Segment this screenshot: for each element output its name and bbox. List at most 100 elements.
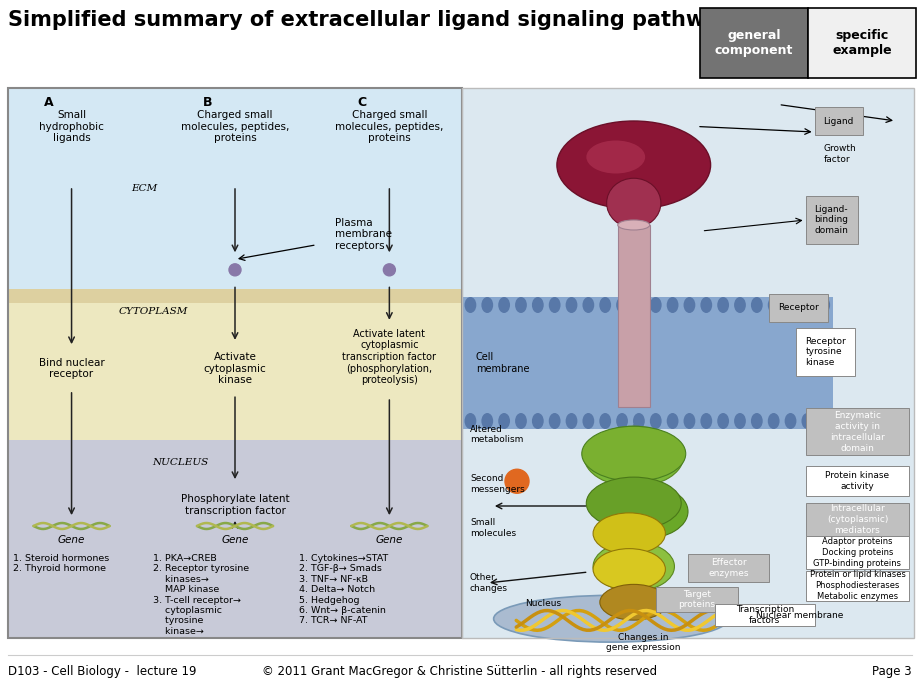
Ellipse shape bbox=[800, 413, 812, 429]
Ellipse shape bbox=[616, 413, 628, 429]
Bar bbox=[714, 604, 813, 626]
Bar bbox=[461, 297, 832, 429]
Bar bbox=[8, 289, 461, 303]
Text: Enzymatic
activity in
intracellular
domain: Enzymatic activity in intracellular doma… bbox=[829, 411, 884, 453]
Ellipse shape bbox=[599, 584, 667, 620]
Ellipse shape bbox=[593, 542, 674, 591]
Ellipse shape bbox=[683, 297, 695, 313]
Text: Protein or lipid kinases
Phosphodiesterases
Metabolic enzymes: Protein or lipid kinases Phosphodiestera… bbox=[809, 570, 904, 602]
Text: D103 - Cell Biology -  lecture 19: D103 - Cell Biology - lecture 19 bbox=[8, 665, 197, 678]
Text: Transcription
factors: Transcription factors bbox=[735, 605, 793, 625]
Bar bbox=[805, 503, 909, 536]
Ellipse shape bbox=[531, 413, 543, 429]
Text: Activate
cytoplasmic
kinase: Activate cytoplasmic kinase bbox=[203, 352, 267, 385]
Text: B: B bbox=[203, 96, 212, 109]
Text: Plasma
membrane
receptors: Plasma membrane receptors bbox=[335, 218, 391, 251]
Text: Cell
membrane: Cell membrane bbox=[475, 352, 529, 374]
Ellipse shape bbox=[666, 297, 677, 313]
Ellipse shape bbox=[632, 297, 644, 313]
Bar bbox=[687, 554, 768, 582]
Text: C: C bbox=[357, 96, 367, 109]
Bar bbox=[655, 587, 737, 611]
Ellipse shape bbox=[767, 297, 778, 313]
Ellipse shape bbox=[582, 413, 594, 429]
Text: Simplified summary of extracellular ligand signaling pathways: Simplified summary of extracellular liga… bbox=[8, 10, 743, 30]
Text: Activate latent
cytoplasmic
transcription factor
(phosphorylation,
proteolysis): Activate latent cytoplasmic transcriptio… bbox=[342, 329, 436, 385]
Text: Charged small
molecules, peptides,
proteins: Charged small molecules, peptides, prote… bbox=[181, 110, 289, 144]
Text: Small
molecules: Small molecules bbox=[470, 518, 516, 538]
Text: Altered
metabolism: Altered metabolism bbox=[470, 425, 523, 444]
Circle shape bbox=[383, 264, 395, 276]
Ellipse shape bbox=[531, 297, 543, 313]
Ellipse shape bbox=[593, 513, 664, 554]
Ellipse shape bbox=[548, 413, 560, 429]
Ellipse shape bbox=[649, 297, 661, 313]
Text: CYTOPLASM: CYTOPLASM bbox=[119, 307, 187, 316]
Bar bbox=[461, 88, 913, 638]
Text: © 2011 Grant MacGregor & Christine Sütterlin - all rights reserved: © 2011 Grant MacGregor & Christine Sütte… bbox=[262, 665, 657, 678]
Bar bbox=[8, 297, 461, 440]
Text: Ligand: Ligand bbox=[823, 117, 853, 126]
Text: A: A bbox=[44, 96, 54, 109]
Bar bbox=[807, 8, 915, 78]
Ellipse shape bbox=[649, 413, 661, 429]
Ellipse shape bbox=[597, 484, 687, 539]
Ellipse shape bbox=[683, 413, 695, 429]
Ellipse shape bbox=[733, 297, 745, 313]
Ellipse shape bbox=[498, 413, 509, 429]
Ellipse shape bbox=[498, 297, 509, 313]
Ellipse shape bbox=[581, 426, 685, 481]
Ellipse shape bbox=[800, 297, 812, 313]
Ellipse shape bbox=[784, 413, 796, 429]
Text: Page 3: Page 3 bbox=[871, 665, 911, 678]
Text: Other
changes: Other changes bbox=[470, 573, 507, 593]
Ellipse shape bbox=[464, 297, 476, 313]
Bar bbox=[8, 440, 461, 638]
Text: Receptor
tyrosine
kinase: Receptor tyrosine kinase bbox=[805, 337, 845, 367]
Text: Changes in
gene expression: Changes in gene expression bbox=[605, 633, 679, 652]
Ellipse shape bbox=[784, 297, 796, 313]
Ellipse shape bbox=[593, 549, 664, 590]
Ellipse shape bbox=[481, 297, 493, 313]
Ellipse shape bbox=[598, 413, 610, 429]
Text: Receptor: Receptor bbox=[777, 304, 818, 313]
Ellipse shape bbox=[817, 297, 829, 313]
Text: general
component: general component bbox=[714, 29, 792, 57]
Ellipse shape bbox=[598, 297, 610, 313]
Text: Growth
factor: Growth factor bbox=[823, 144, 856, 164]
Text: Nuclear membrane: Nuclear membrane bbox=[755, 611, 842, 620]
Ellipse shape bbox=[584, 426, 683, 486]
Text: Gene: Gene bbox=[58, 535, 85, 545]
Ellipse shape bbox=[606, 178, 660, 228]
Text: Ligand-
binding
domain: Ligand- binding domain bbox=[813, 205, 847, 235]
Ellipse shape bbox=[515, 413, 527, 429]
Ellipse shape bbox=[817, 413, 829, 429]
Ellipse shape bbox=[616, 297, 628, 313]
Ellipse shape bbox=[767, 413, 778, 429]
Ellipse shape bbox=[556, 121, 709, 209]
Bar bbox=[8, 88, 461, 638]
Text: Adaptor proteins
Docking proteins
GTP-binding proteins: Adaptor proteins Docking proteins GTP-bi… bbox=[812, 537, 901, 569]
Text: 1. Steroid hormones
2. Thyroid hormone: 1. Steroid hormones 2. Thyroid hormone bbox=[13, 554, 108, 573]
Text: 1. PKA→CREB
2. Receptor tyrosine
    kinases→
    MAP kinase
3. T-cell receptor→: 1. PKA→CREB 2. Receptor tyrosine kinases… bbox=[153, 554, 249, 635]
Bar bbox=[805, 466, 909, 496]
Bar bbox=[805, 571, 909, 601]
Text: specific
example: specific example bbox=[832, 29, 891, 57]
Circle shape bbox=[229, 264, 241, 276]
Ellipse shape bbox=[699, 413, 711, 429]
Bar bbox=[617, 225, 649, 407]
Ellipse shape bbox=[515, 297, 527, 313]
Text: 1. Cytokines→STAT
2. TGF-β→ Smads
3. TNF→ NF-κB
4. Delta→ Notch
5. Hedgehog
6. W: 1. Cytokines→STAT 2. TGF-β→ Smads 3. TNF… bbox=[299, 554, 388, 625]
Ellipse shape bbox=[548, 297, 560, 313]
Bar bbox=[461, 88, 913, 638]
Ellipse shape bbox=[565, 297, 577, 313]
Ellipse shape bbox=[481, 413, 493, 429]
Text: Second
messengers: Second messengers bbox=[470, 474, 524, 494]
Bar bbox=[8, 88, 461, 297]
Text: Bind nuclear
receptor: Bind nuclear receptor bbox=[39, 357, 105, 380]
Bar bbox=[805, 408, 909, 455]
Text: NUCLEUS: NUCLEUS bbox=[153, 458, 209, 467]
Text: Protein kinase
activity: Protein kinase activity bbox=[824, 471, 889, 491]
Ellipse shape bbox=[699, 297, 711, 313]
Ellipse shape bbox=[585, 141, 644, 173]
